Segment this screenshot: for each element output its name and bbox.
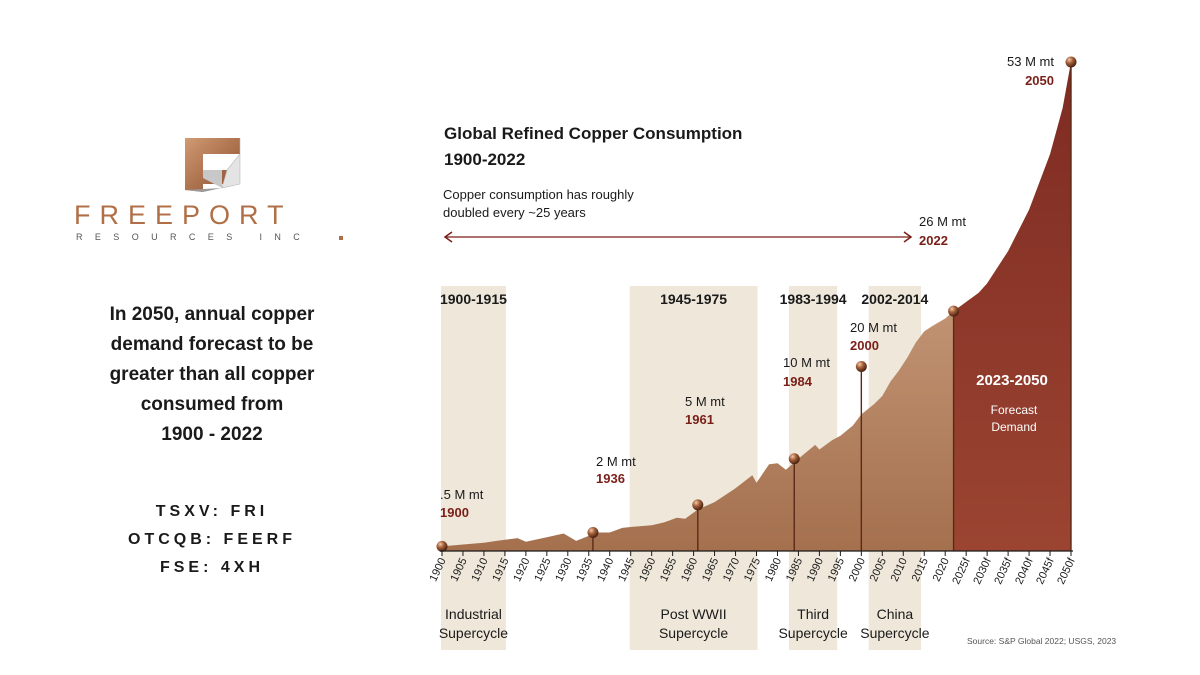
forecast-text-line: Forecast (991, 403, 1038, 417)
supercycle-range-label: 1945-1975 (660, 291, 727, 307)
milestone-marker (587, 527, 599, 539)
milestone-value-label: 2 M mt (596, 454, 636, 469)
supercycle-name-line: China (877, 606, 914, 622)
milestone-value-label: 10 M mt (783, 355, 830, 370)
x-tick-label: 2035f (992, 555, 1015, 586)
supercycle-name-line: Supercycle (659, 625, 728, 641)
x-tick-label: 1940 (595, 556, 616, 583)
supercycle-range-label: 2002-2014 (861, 291, 928, 307)
brand-name: FREEPORT (74, 200, 293, 230)
headline: In 2050, annual copper demand forecast t… (72, 300, 352, 450)
milestone-value-label: 53 M mt (1007, 54, 1054, 69)
supercycle-range-label: 1983-1994 (780, 291, 847, 307)
milestone-year-label: 2050 (1025, 73, 1054, 88)
supercycle-name-line: Supercycle (778, 625, 847, 641)
x-tick-label: 1920 (511, 556, 532, 583)
headline-line: demand forecast to be (110, 334, 314, 355)
freeport-logo-icon (185, 138, 241, 192)
x-tick-label: 2030f (971, 555, 994, 586)
x-tick-label: 1980 (763, 556, 784, 583)
milestone-value-label: 26 M mt (919, 214, 966, 229)
ticker-otcqb: OTCQB: FEERF (128, 531, 296, 548)
milestone-year-label: 1984 (783, 374, 813, 389)
supercycle-name-line: Supercycle (439, 625, 508, 641)
headline-line: consumed from (140, 394, 284, 415)
supercycle-band (441, 286, 506, 650)
milestone-marker (692, 499, 704, 511)
doubling-arrow (443, 231, 913, 243)
supercycle-name-line: Post WWII (661, 606, 727, 622)
milestone-year-label: 2000 (850, 338, 879, 353)
milestone-year-label: 2022 (919, 233, 948, 248)
headline-line: In 2050, annual copper (109, 304, 315, 325)
chart-subtitle: 1900-2022 (444, 150, 525, 169)
chart-annotation-line: doubled every ~25 years (443, 205, 586, 220)
x-tick-label: 2020 (931, 556, 952, 583)
milestone-marker (436, 540, 448, 552)
ticker-tsxv: TSXV: FRI (155, 503, 269, 520)
x-tick-label: 2045f (1034, 555, 1057, 586)
chart-annotation-line: Copper consumption has roughly (443, 187, 634, 202)
milestone-year-label: 1900 (440, 505, 469, 520)
ticker-fse: FSE: 4XH (159, 559, 264, 576)
forecast-demand-area (953, 62, 1071, 551)
x-tick-label: 1930 (553, 556, 574, 583)
historical-consumption-area (442, 311, 954, 551)
x-tick-label: 2050f (1055, 555, 1078, 586)
milestone-year-label: 1961 (685, 412, 714, 427)
supercycle-range-label: 1900-1915 (440, 291, 507, 307)
milestone-marker (788, 453, 800, 465)
x-tick-label: 1935 (574, 556, 595, 583)
supercycle-name-line: Third (797, 606, 829, 622)
milestone-value-label: .5 M mt (440, 487, 484, 502)
supercycle-name-line: Supercycle (860, 625, 929, 641)
forecast-range-label: 2023-2050 (976, 372, 1048, 389)
supercycle-name-line: Industrial (445, 606, 502, 622)
milestone-value-label: 20 M mt (850, 320, 897, 335)
x-tick-label: 1925 (532, 556, 553, 583)
milestone-marker (948, 305, 960, 317)
x-tick-label: 2000 (847, 556, 868, 583)
milestone-year-label: 1936 (596, 471, 625, 486)
headline-line: greater than all copper (109, 364, 315, 385)
headline-line: 1900 - 2022 (161, 424, 263, 445)
supercycle-band (629, 286, 758, 650)
brand-subtitle: RESOURCES INC (76, 232, 313, 242)
milestone-marker (855, 360, 867, 372)
source-note: Source: S&P Global 2022; USGS, 2023 (967, 636, 1117, 646)
chart-title: Global Refined Copper Consumption (444, 124, 742, 143)
x-tick-label: 2025f (950, 555, 973, 586)
forecast-text-line: Demand (991, 420, 1036, 434)
brand-dot (339, 236, 343, 240)
milestone-marker (1065, 56, 1077, 68)
x-tick-label: 2040f (1013, 555, 1036, 586)
milestone-value-label: 5 M mt (685, 394, 725, 409)
